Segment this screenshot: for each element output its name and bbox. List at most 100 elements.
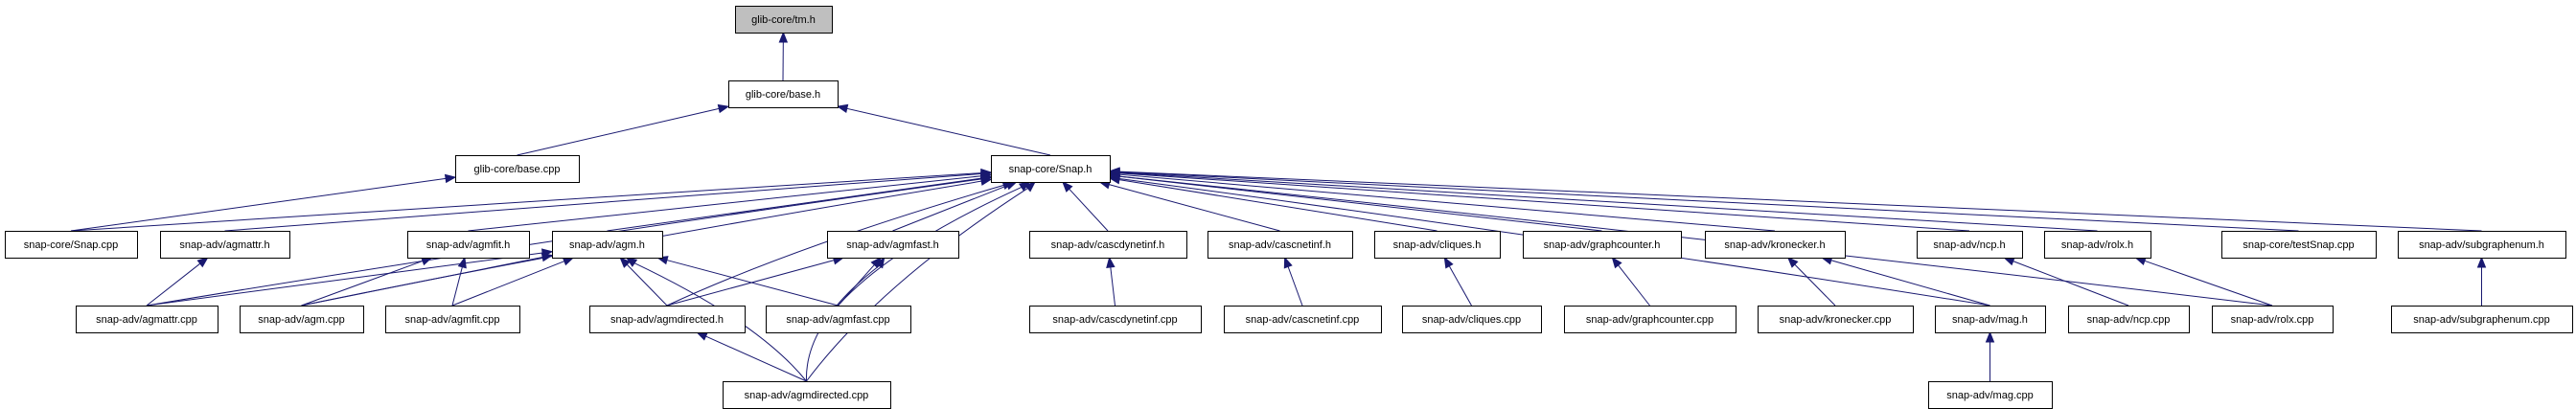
node-box	[1402, 306, 1542, 333]
edge-snap-adv-agmdirected-cpp-to-snap-adv-agmdirected-h	[705, 335, 807, 382]
node-label: snap-adv/graphcounter.h	[1544, 239, 1661, 251]
node-box	[2212, 306, 2334, 333]
node-label: snap-adv/ncp.cpp	[2087, 314, 2171, 326]
node-box	[1705, 231, 1846, 259]
edge-snap-adv-cascnetinf-h-to-snap-core-snap-h	[1109, 184, 1280, 232]
node-box	[455, 155, 580, 183]
node-snap-adv-mag-h[interactable]: snap-adv/mag.h	[1935, 306, 2046, 333]
node-snap-adv-graphcounter-h[interactable]: snap-adv/graphcounter.h	[1523, 231, 1682, 259]
node-snap-core-snap-cpp[interactable]: snap-core/Snap.cpp	[5, 231, 138, 259]
arrowhead-icon	[625, 257, 638, 267]
edge-snap-core-snap-h-to-glib-core-base-h	[846, 107, 1051, 156]
node-label: snap-adv/cascdynetinf.h	[1051, 239, 1165, 251]
edge-snap-adv-agmdirected-cpp-to-snap-core-snap-h	[806, 188, 1028, 382]
node-snap-adv-ncp-h[interactable]: snap-adv/ncp.h	[1917, 231, 2023, 259]
node-snap-adv-cliques-cpp[interactable]: snap-adv/cliques.cpp	[1402, 306, 1542, 333]
node-snap-adv-kronecker-h[interactable]: snap-adv/kronecker.h	[1705, 231, 1846, 259]
node-snap-adv-kronecker-cpp[interactable]: snap-adv/kronecker.cpp	[1758, 306, 1914, 333]
node-snap-adv-cascdynetinf-h[interactable]: snap-adv/cascdynetinf.h	[1029, 231, 1187, 259]
node-glib-core-tm-h: glib-core/tm.h	[735, 6, 833, 34]
arrowhead-icon	[836, 103, 849, 114]
node-snap-adv-ncp-cpp[interactable]: snap-adv/ncp.cpp	[2068, 306, 2190, 333]
edge-snap-adv-agm-cpp-to-snap-adv-agmfit-h	[301, 260, 424, 307]
node-label: snap-adv/mag.h	[1952, 314, 2028, 326]
node-box	[1935, 306, 2046, 333]
node-snap-adv-agmattr-cpp[interactable]: snap-adv/agmattr.cpp	[76, 306, 218, 333]
edge-glib-core-base-cpp-to-glib-core-base-h	[517, 107, 720, 156]
node-box	[5, 231, 138, 259]
node-box	[1224, 306, 1382, 333]
node-box	[2044, 231, 2151, 259]
nodes: glib-core/tm.h glib-core/base.h glib-core/…	[5, 6, 2573, 409]
node-snap-adv-agmfast-cpp[interactable]: snap-adv/agmfast.cpp	[766, 306, 911, 333]
edge-snap-adv-agm-h-to-snap-core-snap-h	[607, 177, 982, 232]
arrowhead-icon	[1062, 181, 1073, 193]
edge-snap-adv-agmdirected-h-to-snap-adv-agm-h	[626, 263, 668, 307]
node-box	[1917, 231, 2023, 259]
arrowhead-icon	[717, 103, 730, 114]
node-label: snap-adv/cascnetinf.cpp	[1246, 314, 1360, 326]
edge-snap-adv-rolx-cpp-to-snap-adv-rolx-h	[2144, 260, 2273, 307]
node-snap-adv-rolx-h[interactable]: snap-adv/rolx.h	[2044, 231, 2151, 259]
node-snap-adv-rolx-cpp[interactable]: snap-adv/rolx.cpp	[2212, 306, 2334, 333]
node-label: snap-adv/cliques.cpp	[1422, 314, 1521, 326]
node-snap-adv-agm-h[interactable]: snap-adv/agm.h	[552, 231, 663, 259]
node-box	[589, 306, 746, 333]
node-label: snap-core/Snap.h	[1009, 164, 1092, 175]
arrowhead-icon	[1443, 256, 1454, 269]
node-snap-adv-agmfit-h[interactable]: snap-adv/agmfit.h	[407, 231, 530, 259]
edge-snap-adv-cascdynetinf-h-to-snap-core-snap-h	[1069, 189, 1109, 232]
node-snap-adv-subgraphenum-cpp[interactable]: snap-adv/subgraphenum.cpp	[2391, 306, 2573, 333]
node-box	[766, 306, 911, 333]
node-box	[2391, 306, 2573, 333]
node-snap-adv-cliques-h[interactable]: snap-adv/cliques.h	[1374, 231, 1501, 259]
node-box	[2398, 231, 2566, 259]
node-label: snap-adv/agm.cpp	[258, 314, 345, 326]
node-snap-adv-agmfit-cpp[interactable]: snap-adv/agmfit.cpp	[385, 306, 520, 333]
arrowhead-icon	[457, 256, 467, 269]
edge-snap-core-testsnap-cpp-to-snap-core-snap-h	[1118, 171, 2299, 232]
node-box	[1208, 231, 1353, 259]
node-snap-adv-agmfast-h[interactable]: snap-adv/agmfast.h	[827, 231, 959, 259]
node-snap-adv-cascnetinf-cpp[interactable]: snap-adv/cascnetinf.cpp	[1224, 306, 1382, 333]
node-snap-adv-agmdirected-cpp[interactable]: snap-adv/agmdirected.cpp	[723, 381, 891, 409]
edge-snap-adv-agmdirected-h-to-snap-core-snap-h	[666, 184, 1004, 307]
node-snap-core-snap-h[interactable]: snap-core/Snap.h	[991, 155, 1111, 183]
node-snap-adv-subgraphenum-h[interactable]: snap-adv/subgraphenum.h	[2398, 231, 2566, 259]
node-label: snap-adv/agm.h	[569, 239, 645, 251]
node-box	[160, 231, 290, 259]
edge-snap-adv-cascnetinf-cpp-to-snap-adv-cascnetinf-h	[1287, 266, 1303, 307]
node-glib-core-base-cpp[interactable]: glib-core/base.cpp	[455, 155, 580, 183]
node-box	[728, 80, 839, 108]
node-label: snap-adv/agmfit.cpp	[404, 314, 499, 326]
arrowhead-icon	[696, 331, 708, 341]
node-snap-adv-cascnetinf-h[interactable]: snap-adv/cascnetinf.h	[1208, 231, 1353, 259]
node-label: snap-adv/kronecker.cpp	[1780, 314, 1892, 326]
arrowhead-icon	[1283, 256, 1293, 269]
node-snap-adv-agm-cpp[interactable]: snap-adv/agm.cpp	[240, 306, 364, 333]
node-snap-adv-agmdirected-h[interactable]: snap-adv/agmdirected.h	[589, 306, 746, 333]
node-snap-adv-mag-cpp[interactable]: snap-adv/mag.cpp	[1928, 381, 2053, 409]
node-glib-core-base-h[interactable]: glib-core/base.h	[728, 80, 839, 108]
node-label: snap-adv/agmfast.cpp	[786, 314, 889, 326]
node-snap-adv-graphcounter-cpp[interactable]: snap-adv/graphcounter.cpp	[1564, 306, 1736, 333]
node-label: snap-core/Snap.cpp	[24, 239, 118, 251]
node-box	[76, 306, 218, 333]
edge-snap-adv-cliques-cpp-to-snap-adv-cliques-h	[1448, 265, 1472, 307]
node-label: snap-adv/agmdirected.cpp	[745, 390, 869, 401]
arrowhead-icon	[979, 173, 993, 183]
node-snap-adv-cascdynetinf-cpp[interactable]: snap-adv/cascdynetinf.cpp	[1029, 306, 1202, 333]
edge-snap-adv-agmdirected-h-to-snap-adv-agmfast-h	[666, 260, 835, 307]
node-box	[735, 6, 833, 34]
node-box	[240, 306, 364, 333]
node-box	[1758, 306, 1914, 333]
edge-snap-adv-agmattr-cpp-to-snap-adv-agm-h	[146, 252, 543, 307]
arrowhead-icon	[1108, 167, 1120, 176]
arrowhead-icon	[1024, 181, 1036, 193]
node-snap-core-testsnap-cpp[interactable]: snap-core/testSnap.cpp	[2221, 231, 2377, 259]
arrowhead-icon	[1985, 330, 1995, 343]
arrowhead-icon	[619, 257, 631, 268]
node-box	[407, 231, 530, 259]
node-snap-adv-agmattr-h[interactable]: snap-adv/agmattr.h	[160, 231, 290, 259]
